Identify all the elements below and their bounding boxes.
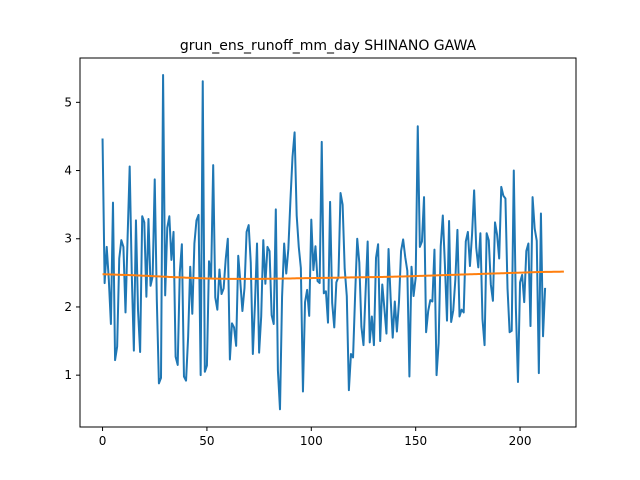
plot-background bbox=[80, 58, 576, 427]
x-tick-label: 50 bbox=[199, 434, 214, 448]
y-axis: 1 2 3 4 5 bbox=[64, 95, 80, 382]
series-layer bbox=[101, 74, 564, 411]
y-tick-label: 4 bbox=[64, 164, 72, 178]
x-tick-label: 150 bbox=[404, 434, 427, 448]
plot-area bbox=[80, 58, 576, 427]
runoff-series-line bbox=[101, 74, 547, 411]
y-tick-label: 3 bbox=[64, 232, 72, 246]
y-tick-label: 2 bbox=[64, 300, 72, 314]
x-tick-label: 100 bbox=[300, 434, 323, 448]
chart-title: grun_ens_runoff_mm_day SHINANO GAWA bbox=[180, 38, 477, 54]
x-tick-label: 0 bbox=[99, 434, 107, 448]
x-axis: 0 50 100 150 200 bbox=[99, 427, 532, 448]
axes-frame bbox=[79, 57, 577, 428]
y-tick-label: 1 bbox=[64, 368, 72, 382]
x-tick-label: 200 bbox=[509, 434, 532, 448]
y-tick-label: 5 bbox=[64, 95, 72, 109]
trend-series-line bbox=[102, 270, 564, 280]
